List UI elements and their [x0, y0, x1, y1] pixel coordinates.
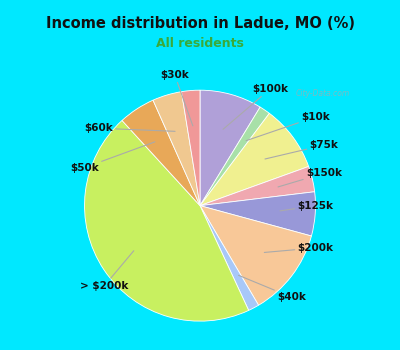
- Text: All residents: All residents: [156, 37, 244, 50]
- Wedge shape: [200, 206, 312, 305]
- Wedge shape: [153, 92, 200, 206]
- Text: $75k: $75k: [265, 140, 338, 159]
- Wedge shape: [200, 167, 315, 206]
- Text: $100k: $100k: [223, 84, 288, 129]
- Text: $10k: $10k: [246, 112, 330, 141]
- Wedge shape: [200, 107, 269, 206]
- Text: City-Data.com: City-Data.com: [296, 89, 350, 98]
- Wedge shape: [200, 90, 260, 206]
- Text: $150k: $150k: [278, 168, 342, 187]
- Text: Income distribution in Ladue, MO (%): Income distribution in Ladue, MO (%): [46, 16, 354, 31]
- Wedge shape: [200, 192, 316, 236]
- Wedge shape: [200, 113, 309, 206]
- Text: $200k: $200k: [264, 243, 334, 253]
- Wedge shape: [122, 100, 200, 206]
- Text: $30k: $30k: [160, 70, 193, 126]
- Text: $50k: $50k: [70, 142, 155, 173]
- Text: > $200k: > $200k: [80, 251, 134, 291]
- Wedge shape: [182, 90, 200, 206]
- Wedge shape: [84, 120, 249, 321]
- Text: $40k: $40k: [238, 275, 306, 302]
- Text: $125k: $125k: [280, 201, 334, 211]
- Wedge shape: [200, 206, 258, 310]
- Text: $60k: $60k: [84, 123, 175, 133]
